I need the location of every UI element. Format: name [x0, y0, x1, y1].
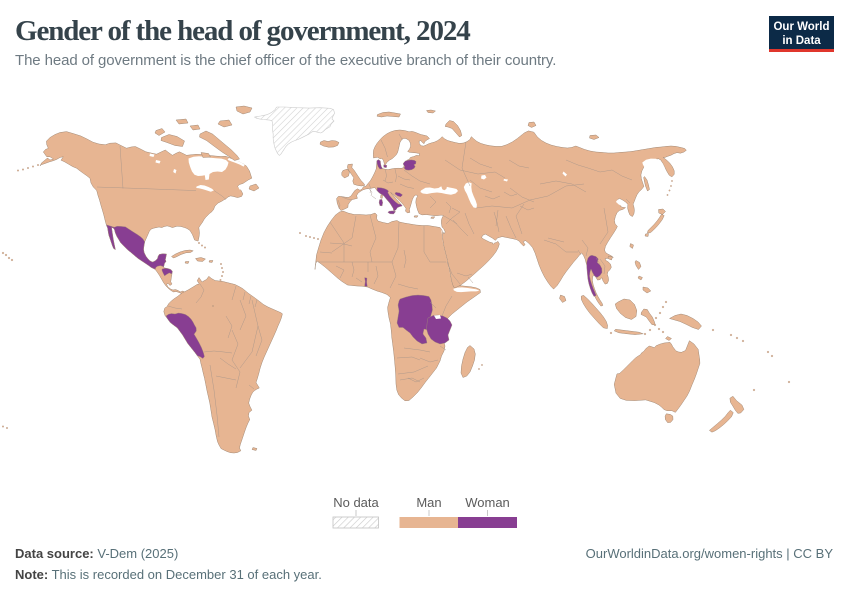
svg-text:Woman: Woman	[465, 495, 510, 510]
svg-text:Man: Man	[416, 495, 441, 510]
svg-text:No data: No data	[333, 495, 379, 510]
